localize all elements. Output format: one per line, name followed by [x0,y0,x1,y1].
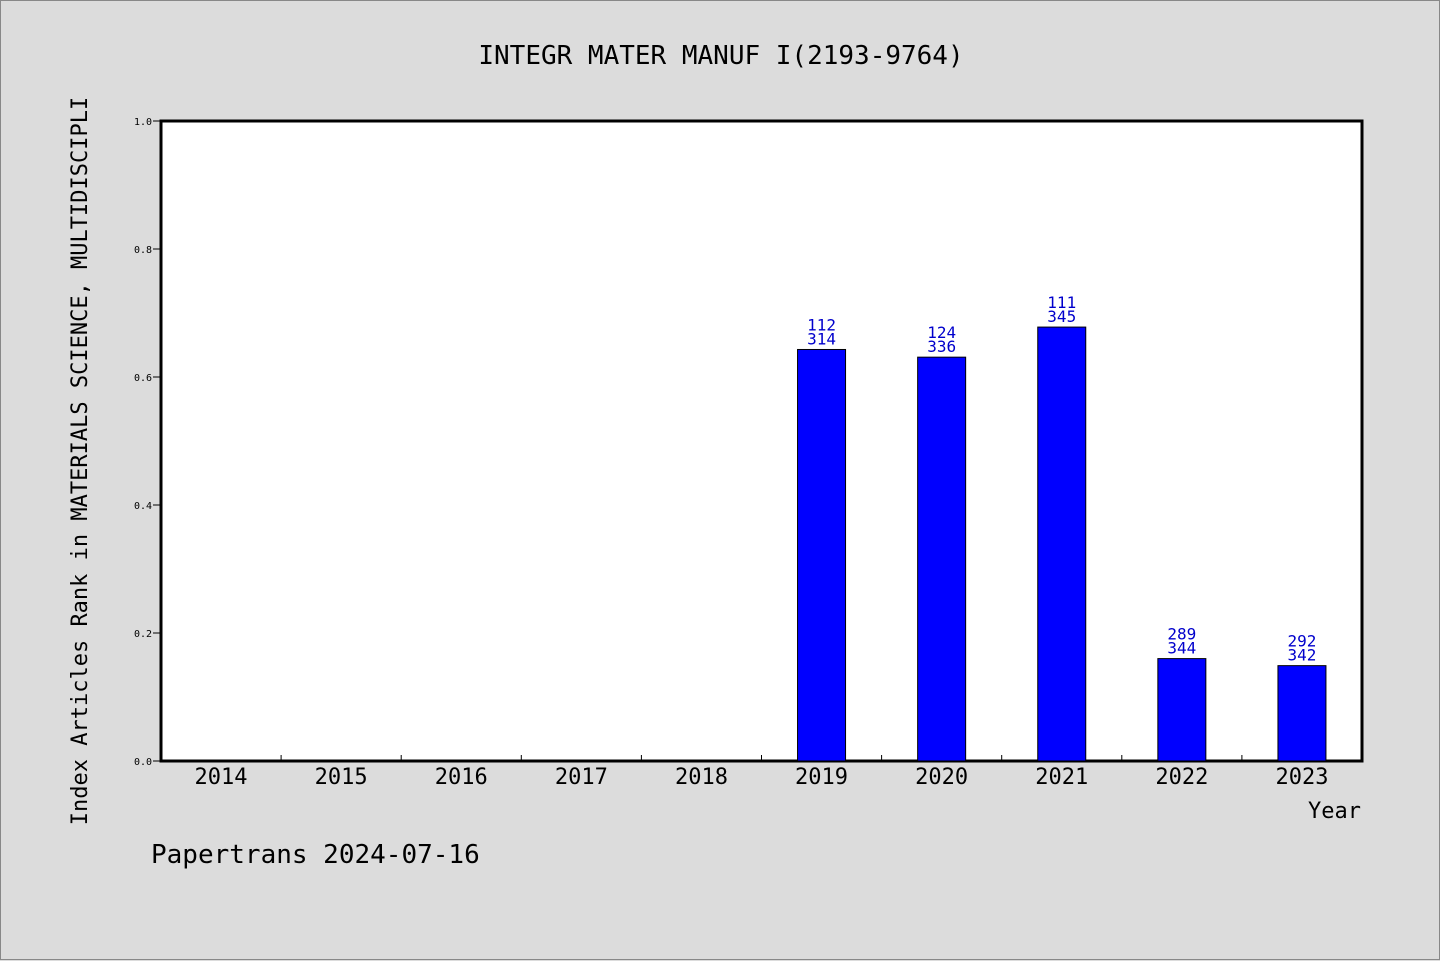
x-tick-label: 2019 [795,765,848,790]
y-tick-label: 0.2 [134,629,152,640]
bars [797,326,1327,762]
bar-label-rank: 112 [807,315,836,334]
bar-label-rank: 292 [1287,632,1316,651]
chart-title: INTEGR MATER MANUF I(2193-9764) [478,41,963,71]
x-axis: 2014 2015 2016 2017 2018 2019 2020 2021 2022 2023 [195,755,1328,790]
x-tick-label: 2021 [1035,765,1088,790]
y-axis-label: Index Articles Rank in MATERIALS SCIENCE… [68,97,93,825]
y-axis: 0.0 0.2 0.4 0.6 0.8 1.0 [134,117,161,768]
y-tick-label: 0.8 [134,245,152,256]
x-tick-label: 2022 [1155,765,1208,790]
bar-2022 [1157,658,1207,762]
bar-label-total: 342 [1287,646,1316,665]
x-tick-label: 2023 [1275,765,1328,790]
bar-label-rank: 124 [927,323,956,342]
x-tick-label: 2016 [435,765,488,790]
x-tick-label: 2017 [555,765,608,790]
bar-label-total: 314 [807,329,836,348]
bar-label-rank: 111 [1047,293,1076,312]
bar-label-rank: 289 [1167,625,1196,644]
x-axis-label: Year [1308,799,1361,824]
x-tick-label: 2014 [195,765,248,790]
plot-area [159,119,1364,763]
bar-2019 [797,348,847,762]
bar-label-total: 344 [1167,639,1196,658]
bar-label-total: 345 [1047,307,1076,326]
y-tick-label: 0.4 [134,501,152,512]
y-tick-label: 1.0 [134,117,152,128]
bar-2021 [1037,326,1087,762]
bar-label-total: 336 [927,337,956,356]
bar-2020 [917,356,967,762]
bar-2023 [1277,665,1327,762]
y-tick-label: 0.6 [134,373,152,384]
y-tick-label: 0.0 [134,757,152,768]
footer-source: Papertrans 2024-07-16 [151,840,480,870]
x-tick-label: 2015 [315,765,368,790]
x-tick-label: 2020 [915,765,968,790]
x-tick-label: 2018 [675,765,728,790]
